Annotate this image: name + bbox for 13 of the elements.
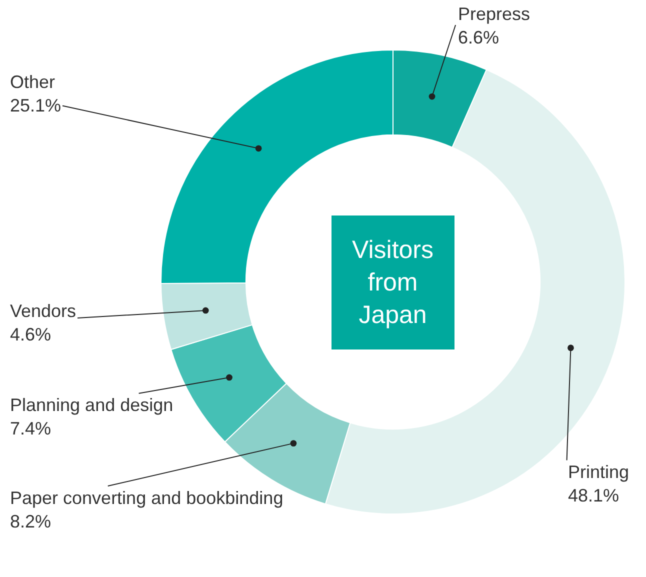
slice-label: Vendors [10, 301, 76, 321]
slice-label: Planning and design [10, 395, 174, 415]
data-label: 4.6% [10, 324, 52, 344]
slice-label: Prepress [458, 4, 530, 24]
text: Visitors from Japan [352, 236, 434, 329]
slice-label: Other [10, 72, 56, 92]
slice-label: Printing [568, 462, 630, 482]
data-label: 8.2% [10, 511, 52, 532]
data-label: 25.1% [10, 95, 62, 116]
data-label: 6.6% [458, 27, 500, 48]
data-label: 7.4% [10, 418, 52, 438]
data-label: 48.1% [568, 485, 620, 506]
slice-label: Paper converting and bookbinding [10, 488, 284, 508]
